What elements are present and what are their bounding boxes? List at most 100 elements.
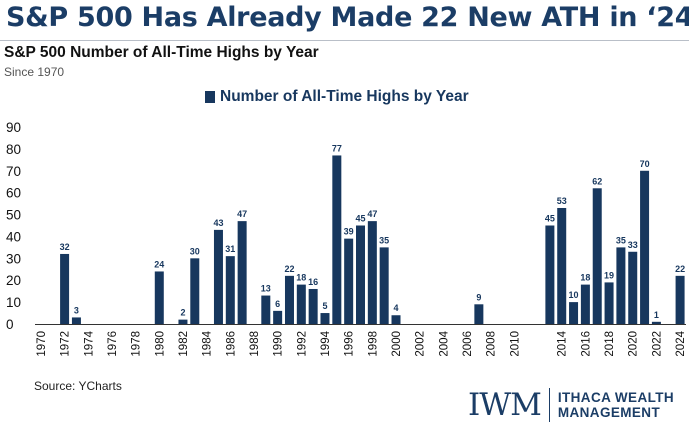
legend: Number of All-Time Highs by Year — [205, 88, 469, 106]
bar — [71, 317, 81, 324]
y-tick-label: 50 — [6, 208, 21, 223]
x-tick-label: 1986 — [225, 331, 237, 357]
x-tick-label: 1978 — [131, 331, 143, 357]
bar — [213, 229, 223, 324]
bar — [557, 207, 567, 324]
logo-mark: IWM — [468, 387, 542, 423]
bar-value-label: 13 — [261, 284, 271, 294]
x-tick-label: 1990 — [273, 331, 285, 357]
x-tick-label: 1980 — [154, 331, 166, 357]
legend-label: Number of All-Time Highs by Year — [220, 88, 469, 105]
x-tick-label: 2004 — [438, 330, 450, 356]
bar — [261, 295, 271, 324]
x-tick-label: 2024 — [675, 330, 687, 356]
x-tick-label: 2008 — [486, 331, 498, 357]
y-tick-label: 70 — [6, 164, 21, 179]
y-tick-label: 20 — [6, 273, 21, 288]
bar-value-label: 70 — [640, 159, 650, 169]
bar — [178, 319, 188, 324]
chart-title: S&P 500 Number of All-Time Highs by Year — [4, 44, 319, 61]
bar — [569, 302, 579, 324]
bar — [580, 284, 590, 324]
bar-value-label: 62 — [592, 176, 602, 186]
bar-value-label: 24 — [154, 259, 164, 269]
bar-value-label: 2 — [180, 308, 185, 318]
bar — [225, 256, 235, 324]
bar-value-label: 19 — [604, 270, 614, 280]
bar — [474, 304, 484, 324]
x-tick-label: 1988 — [249, 331, 261, 357]
bar — [332, 155, 342, 324]
bar — [60, 253, 70, 324]
x-tick-label: 2006 — [462, 331, 474, 357]
bar-value-label: 35 — [616, 235, 626, 245]
chart-subtitle: Since 1970 — [4, 65, 65, 79]
bar-value-label: 47 — [237, 209, 247, 219]
bar — [604, 282, 614, 324]
bar — [344, 238, 354, 324]
x-tick-label: 2016 — [580, 331, 592, 357]
x-tick-label: 2014 — [557, 330, 569, 356]
logo-line-1: ITHACA WEALTH — [557, 390, 675, 405]
y-tick-label: 40 — [6, 229, 21, 244]
bar — [154, 271, 164, 324]
bar-value-label: 5 — [322, 301, 327, 311]
bar — [628, 251, 638, 324]
bar-value-label: 31 — [225, 244, 235, 254]
legend-swatch — [205, 91, 215, 103]
bar — [545, 225, 555, 324]
bar-value-label: 10 — [569, 290, 579, 300]
bar — [190, 258, 200, 324]
bar — [284, 275, 294, 324]
logo-text: ITHACA WEALTH MANAGEMENT — [558, 390, 674, 420]
y-tick-label: 30 — [6, 251, 21, 266]
logo-divider — [548, 388, 550, 422]
bar-value-label: 18 — [580, 273, 590, 283]
bar-value-label: 35 — [379, 235, 389, 245]
company-logo: IWM ITHACA WEALTH MANAGEMENT — [468, 387, 674, 423]
y-tick-label: 0 — [6, 317, 14, 332]
bar-value-label: 33 — [628, 240, 638, 250]
bar-value-label: 3 — [74, 305, 79, 315]
bar-value-label: 6 — [275, 299, 280, 309]
bar — [356, 225, 365, 324]
bar — [640, 170, 650, 324]
source-note: Source: YCharts — [34, 379, 122, 393]
bar — [379, 247, 389, 324]
bar-value-label: 39 — [344, 227, 354, 237]
bar — [651, 321, 661, 324]
bar — [592, 188, 602, 324]
bar — [616, 247, 626, 324]
y-tick-label: 80 — [6, 142, 21, 157]
headline: S&P 500 Has Already Made 22 New ATH in ‘… — [6, 2, 689, 33]
bar — [296, 284, 306, 324]
logo-line-2: MANAGEMENT — [557, 405, 661, 420]
bar — [237, 221, 247, 324]
x-tick-label: 2000 — [391, 331, 403, 357]
bar-value-label: 18 — [296, 273, 306, 283]
x-tick-label: 1982 — [178, 331, 190, 357]
y-tick-label: 90 — [6, 120, 21, 135]
y-tick-label: 60 — [6, 186, 21, 201]
x-tick-label: 1994 — [320, 330, 332, 356]
bar-value-label: 22 — [675, 264, 685, 274]
bar — [391, 315, 401, 324]
bar-value-label: 53 — [557, 196, 567, 206]
x-tick-label: 1984 — [202, 330, 214, 356]
bar-value-label: 32 — [60, 242, 70, 252]
bar-value-label: 16 — [308, 277, 318, 287]
bar — [320, 313, 330, 324]
bar-value-label: 1 — [654, 310, 659, 320]
bar-value-label: 45 — [545, 214, 555, 224]
bar-value-label: 22 — [284, 264, 294, 274]
bar-value-label: 9 — [476, 292, 481, 302]
bar — [273, 310, 283, 324]
bar-value-label: 45 — [355, 214, 365, 224]
x-tick-label: 2022 — [651, 331, 663, 357]
bar-value-label: 47 — [367, 209, 377, 219]
x-tick-label: 2002 — [415, 331, 427, 357]
x-tick-label: 1976 — [107, 331, 119, 357]
bar — [367, 221, 377, 324]
y-tick-label: 10 — [6, 295, 21, 310]
